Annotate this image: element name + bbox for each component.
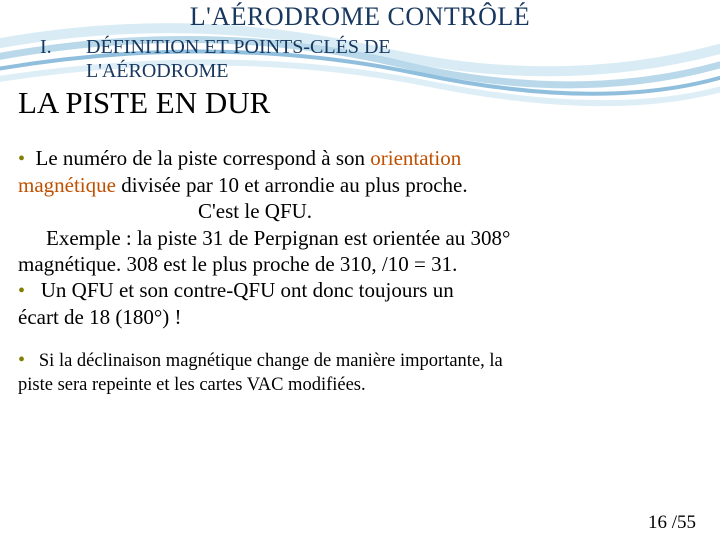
subtitle-line1: DÉFINITION ET POINTS-CLÉS DE: [86, 36, 391, 58]
p2-b: écart de 18 (180°) !: [18, 304, 702, 330]
bullet-icon: •: [18, 148, 25, 170]
slide-title: L'AÉRODROME CONTRÔLÉ: [18, 2, 702, 32]
p1-c: C'est le QFU.: [18, 198, 702, 224]
page-total: /55: [672, 512, 696, 533]
p3-b: piste sera repeinte et les cartes VAC mo…: [18, 374, 702, 397]
body-block-2: • Si la déclinaison magnétique change de…: [18, 348, 702, 396]
p2-a: Un QFU et son contre-QFU ont donc toujou…: [41, 278, 454, 302]
p1-e: magnétique. 308 est le plus proche de 31…: [18, 251, 702, 277]
p1-a: Le numéro de la piste correspond à son: [36, 146, 371, 170]
page-number: 16 /55: [648, 512, 696, 534]
p1-b: divisée par 10 et arrondie au plus proch…: [116, 173, 468, 197]
body-block-1: • Le numéro de la piste correspond à son…: [18, 145, 702, 330]
p3-a: Si la déclinaison magnétique change de m…: [39, 351, 503, 371]
p1-orange1: orientation: [370, 146, 461, 170]
bullet-icon: •: [18, 349, 25, 371]
slide-subtitle: I. DÉFINITION ET POINTS-CLÉS DE L'AÉRODR…: [18, 36, 702, 83]
subtitle-roman: I.: [40, 36, 86, 60]
p1-orange2: magnétique: [18, 173, 116, 197]
page-current: 16: [648, 512, 667, 533]
p1-d: Exemple : la piste 31 de Perpignan est o…: [18, 225, 702, 251]
section-heading: LA PISTE EN DUR: [18, 85, 702, 121]
bullet-icon: •: [18, 280, 25, 302]
subtitle-line2: L'AÉRODROME: [86, 60, 229, 82]
